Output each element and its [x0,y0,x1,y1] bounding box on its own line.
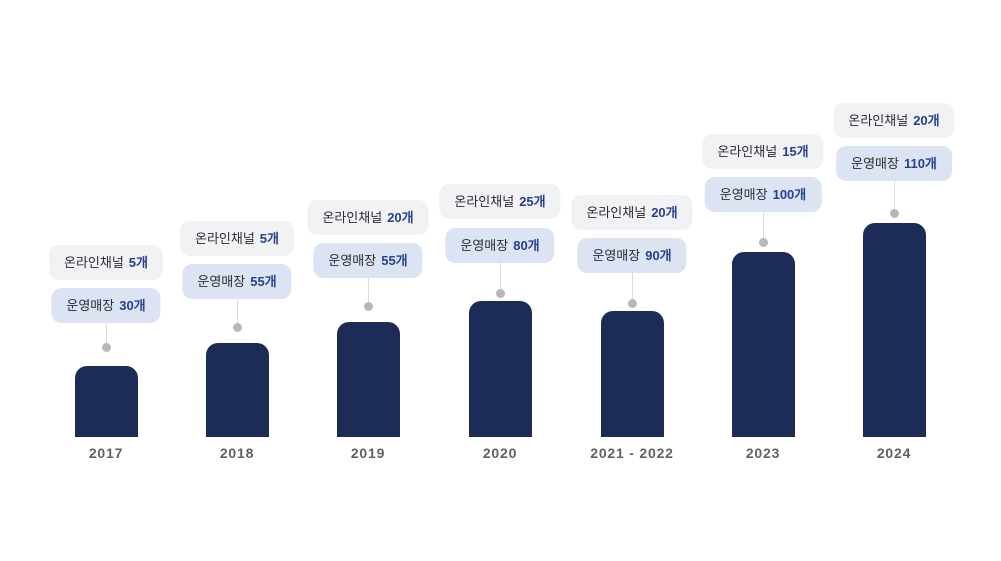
online-channel-label: 온라인채널 [848,113,909,128]
store-count-value: 55개 [250,274,277,289]
connector-dot-icon [889,208,899,218]
store-count-badge: 운영매장 30개 [51,288,161,323]
connector-line [893,181,895,213]
store-count-badge: 운영매장 110개 [836,146,952,181]
year-bar [205,343,269,437]
year-bar [336,322,400,437]
store-count-label: 운영매장 [460,238,509,253]
online-channel-badge: 온라인채널 20개 [307,200,429,235]
year-bar [468,301,532,437]
year-label: 2017 [88,445,124,461]
store-count-label: 운영매장 [851,156,899,171]
store-count-badge: 운영매장 55개 [182,264,292,299]
online-channel-badge: 온라인채널 20개 [571,195,693,230]
online-channel-value: 5개 [128,255,149,270]
store-count-label: 운영매장 [328,253,377,268]
year-label: 2020 [482,445,518,461]
connector-dot-icon [232,322,242,332]
online-channel-label: 온라인채널 [586,205,647,220]
online-channel-badge: 온라인채널 5개 [48,245,164,280]
store-count-badge: 운영매장 55개 [313,243,423,278]
store-count-value: 30개 [119,298,146,313]
connector-dot-icon [627,298,637,308]
year-label: 2021 - 2022 [590,445,674,461]
online-channel-value: 5개 [259,231,280,246]
connector-dot-icon [495,288,505,298]
connector-line [236,299,238,327]
connector-line [762,212,764,242]
year-label: 2019 [350,445,386,461]
store-count-value: 90개 [645,248,672,263]
connector-line [105,323,107,347]
store-count-label: 운영매장 [197,274,246,289]
connector-line [631,273,633,303]
store-count-badge: 운영매장 90개 [577,238,687,273]
store-count-value: 80개 [513,238,540,253]
online-channel-value: 20개 [913,113,940,128]
year-label: 2023 [745,445,781,461]
online-channel-label: 온라인채널 [454,194,515,209]
online-channel-value: 15개 [782,144,809,159]
online-channel-badge: 온라인채널 5개 [179,221,295,256]
online-channel-label: 온라인채널 [717,144,778,159]
year-label: 2018 [219,445,255,461]
online-channel-value: 25개 [519,194,546,209]
store-count-value: 100개 [772,187,807,202]
year-bar [600,311,664,437]
store-count-badge: 운영매장 100개 [704,177,822,212]
online-channel-value: 20개 [387,210,414,225]
year-label: 2024 [876,445,912,461]
online-channel-label: 온라인채널 [194,231,255,246]
connector-dot-icon [758,237,768,247]
connector-line [367,278,369,306]
store-count-label: 운영매장 [66,298,115,313]
online-channel-label: 온라인채널 [63,255,124,270]
connector-dot-icon [101,342,111,352]
year-bar [731,252,795,437]
year-bar [74,366,138,437]
store-count-badge: 운영매장 80개 [445,228,555,263]
online-channel-badge: 온라인채널 25개 [439,184,561,219]
online-channel-badge: 온라인채널 20개 [833,103,955,138]
online-channel-badge: 온라인채널 15개 [702,134,824,169]
store-count-label: 운영매장 [592,248,641,263]
online-channel-label: 온라인채널 [322,210,383,225]
store-count-label: 운영매장 [719,187,768,202]
connector-dot-icon [363,301,373,311]
connector-line [499,263,501,293]
store-count-value: 55개 [381,253,408,268]
year-bar [862,223,926,437]
online-channel-value: 20개 [651,205,678,220]
store-count-value: 110개 [903,156,937,171]
